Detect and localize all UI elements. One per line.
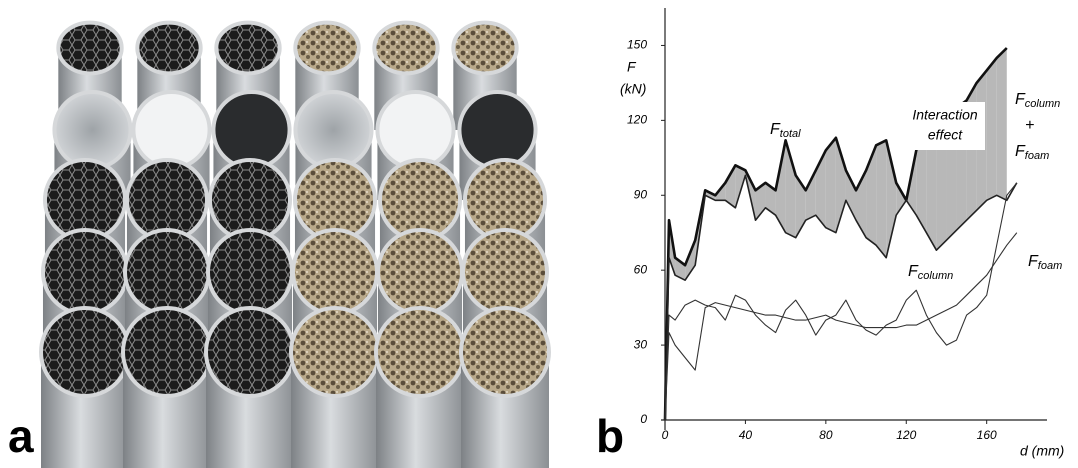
- chart: 0 30 60 90 120 150 0 40 80 120 160 F (kN) d (mm) Ftota…: [620, 8, 1064, 459]
- series-label-sub: total: [780, 128, 801, 140]
- tube-end: [39, 306, 131, 398]
- series-label-main: F: [770, 121, 781, 138]
- interaction-area: [896, 182, 907, 216]
- tube-end: [56, 20, 124, 76]
- x-tick-label: 160: [977, 428, 997, 442]
- series-label: Ftotal: [770, 121, 801, 140]
- x-tick-label: 0: [662, 428, 669, 442]
- interaction-area: [866, 145, 877, 246]
- tube-end: [372, 20, 440, 76]
- tube-end: [290, 227, 380, 317]
- tube-end: [451, 20, 519, 76]
- y-tick-label: 120: [627, 113, 647, 127]
- interaction-area: [815, 150, 826, 228]
- tube-end: [135, 20, 203, 76]
- interaction-area: [996, 47, 1007, 201]
- interaction-area: [685, 240, 696, 281]
- tube-end: [122, 227, 212, 317]
- tube-end: [40, 227, 130, 317]
- y-tick-label: 60: [634, 262, 648, 276]
- interaction-area: [725, 165, 736, 208]
- series-label: Ffoam: [1015, 143, 1049, 162]
- interaction-area: [835, 137, 846, 233]
- tube-end: [289, 306, 381, 398]
- x-tick-label: 80: [819, 428, 833, 442]
- tube-end: [211, 89, 292, 171]
- tube-end: [205, 227, 295, 317]
- tube-end: [52, 89, 133, 171]
- interaction-area: [876, 140, 887, 258]
- series-label-sub: foam: [1038, 260, 1062, 272]
- tube-end: [293, 20, 361, 76]
- interaction-area: [926, 120, 937, 251]
- x-axis-label: d (mm): [1020, 443, 1064, 459]
- interaction-area: [916, 125, 927, 233]
- series-label-sub: foam: [1025, 150, 1049, 162]
- series-label-main: F: [908, 263, 919, 280]
- interaction-area: [805, 170, 816, 221]
- y-tick-label: 0: [640, 412, 647, 426]
- interaction-area: [845, 170, 856, 221]
- series-label-main: +: [1025, 117, 1034, 134]
- y-tick-label: 30: [634, 337, 648, 351]
- tube-end: [131, 89, 212, 171]
- y-tick-label: 90: [634, 187, 648, 201]
- tube-end: [375, 89, 456, 171]
- tube-end: [121, 306, 213, 398]
- annotation: Interaction: [912, 107, 978, 123]
- annotation-box: [905, 102, 985, 150]
- series-label: Fcolumn: [908, 263, 953, 282]
- x-tick-label: 120: [896, 428, 916, 442]
- interaction-area: [765, 182, 776, 216]
- series-label: Ffoam: [1028, 253, 1062, 272]
- interaction-area: [785, 140, 796, 238]
- series-label-main: F: [1015, 143, 1026, 160]
- series-label: Fcolumn: [1015, 91, 1060, 110]
- panel-label: a: [8, 410, 34, 462]
- series-label: +: [1025, 117, 1034, 134]
- series-line: [664, 182, 1018, 421]
- tube-end: [375, 227, 465, 317]
- tube-end: [374, 306, 466, 398]
- annotation: effect: [928, 127, 963, 143]
- series-line: [664, 232, 1018, 421]
- tube-end: [459, 306, 551, 398]
- interaction-area: [825, 137, 836, 233]
- tube-end: [214, 20, 282, 76]
- interaction-area: [886, 140, 897, 258]
- series-label-main: F: [1015, 91, 1026, 108]
- panel-label: b: [596, 410, 624, 462]
- tube-end: [204, 306, 296, 398]
- tube-end: [460, 227, 550, 317]
- x-tick-label: 40: [739, 428, 753, 442]
- interaction-area: [755, 182, 766, 221]
- tube-end: [457, 89, 538, 171]
- interaction-area: [775, 140, 786, 233]
- y-axis-label: F: [627, 59, 637, 75]
- interaction-area: [986, 57, 997, 201]
- series-label-sub: column: [1025, 98, 1060, 110]
- photo-panel: [39, 20, 551, 468]
- tube-end: [293, 89, 374, 171]
- series-line: [664, 174, 1018, 421]
- y-tick-label: 150: [627, 38, 647, 52]
- series-label-sub: column: [918, 270, 953, 282]
- y-axis-label: (kN): [620, 81, 646, 97]
- interaction-area: [795, 175, 806, 238]
- series-label-main: F: [1028, 253, 1039, 270]
